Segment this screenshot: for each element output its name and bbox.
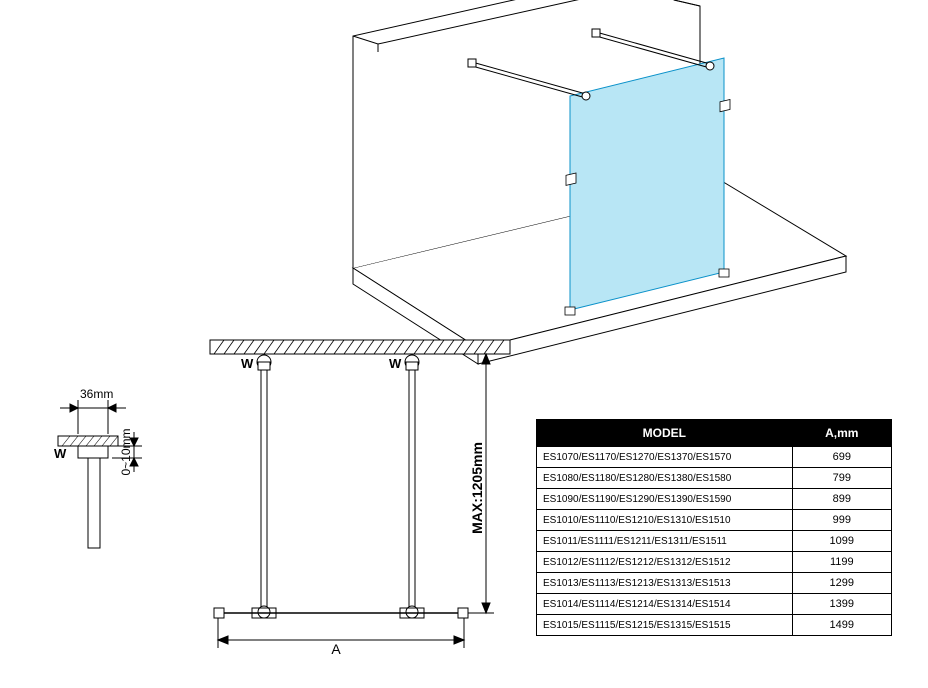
cell-model: ES1011/ES1111/ES1211/ES1311/ES1511 bbox=[537, 531, 793, 552]
ceiling-mount-left: W bbox=[241, 355, 271, 371]
cell-a: 1299 bbox=[792, 573, 891, 594]
w-label-right: W bbox=[389, 356, 402, 371]
detail-w-label: W bbox=[54, 446, 67, 461]
w-label-left: W bbox=[241, 356, 254, 371]
floor-bracket-left-elev bbox=[214, 608, 224, 618]
dim-max: MAX:1205mm bbox=[468, 354, 494, 613]
cell-model: ES1080/ES1180/ES1280/ES1380/ES1580 bbox=[537, 468, 793, 489]
cell-a: 1399 bbox=[792, 594, 891, 615]
cell-a: 799 bbox=[792, 468, 891, 489]
cell-model: ES1013/ES1113/ES1213/ES1313/ES1513 bbox=[537, 573, 793, 594]
cell-model: ES1014/ES1114/ES1214/ES1314/ES1514 bbox=[537, 594, 793, 615]
cell-a: 1199 bbox=[792, 552, 891, 573]
cell-model: ES1090/ES1190/ES1290/ES1390/ES1590 bbox=[537, 489, 793, 510]
th-model: MODEL bbox=[537, 420, 793, 447]
support-bar-right-elev bbox=[400, 370, 424, 618]
glass-panel bbox=[570, 58, 724, 310]
table-row: ES1090/ES1190/ES1290/ES1390/ES1590899 bbox=[537, 489, 892, 510]
cell-a: 899 bbox=[792, 489, 891, 510]
table-row: ES1080/ES1180/ES1280/ES1380/ES1580799 bbox=[537, 468, 892, 489]
cell-a: 1499 bbox=[792, 615, 891, 636]
ceiling-mount-right: W bbox=[389, 355, 419, 371]
cell-a: 999 bbox=[792, 510, 891, 531]
table-row: ES1011/ES1111/ES1211/ES1311/ES15111099 bbox=[537, 531, 892, 552]
cell-a: 699 bbox=[792, 447, 891, 468]
table-row: ES1070/ES1170/ES1270/ES1370/ES1570699 bbox=[537, 447, 892, 468]
table-row: ES1015/ES1115/ES1215/ES1315/ES15151499 bbox=[537, 615, 892, 636]
bracket-bottom-left bbox=[566, 173, 576, 185]
dim-010-label: 0~10mm bbox=[119, 428, 133, 475]
model-table: MODEL A,mm ES1070/ES1170/ES1270/ES1370/E… bbox=[536, 419, 892, 636]
table-row: ES1010/ES1110/ES1210/ES1310/ES1510999 bbox=[537, 510, 892, 531]
dim-36-label: 36mm bbox=[80, 387, 113, 401]
elevation-view: W W A MAX:1205mm bbox=[20, 328, 560, 688]
table-row: ES1013/ES1113/ES1213/ES1313/ES15131299 bbox=[537, 573, 892, 594]
floor-bracket-right-elev bbox=[458, 608, 468, 618]
cell-model: ES1070/ES1170/ES1270/ES1370/ES1570 bbox=[537, 447, 793, 468]
bracket-bottom-right bbox=[720, 99, 730, 111]
support-bar-left-elev bbox=[252, 370, 276, 618]
detail-w: W 36mm 0~10mm bbox=[54, 387, 142, 548]
dim-a-label: A bbox=[331, 641, 341, 657]
table-row: ES1014/ES1114/ES1214/ES1314/ES15141399 bbox=[537, 594, 892, 615]
cell-model: ES1010/ES1110/ES1210/ES1310/ES1510 bbox=[537, 510, 793, 531]
dim-a: A bbox=[218, 618, 464, 657]
floor-anchor-right bbox=[719, 269, 729, 277]
cell-model: ES1012/ES1112/ES1212/ES1312/ES1512 bbox=[537, 552, 793, 573]
th-a: A,mm bbox=[792, 420, 891, 447]
dim-max-label: MAX:1205mm bbox=[469, 442, 485, 534]
cell-a: 1099 bbox=[792, 531, 891, 552]
ceiling-hatch bbox=[210, 340, 510, 354]
table-row: ES1012/ES1112/ES1212/ES1312/ES15121199 bbox=[537, 552, 892, 573]
cell-model: ES1015/ES1115/ES1215/ES1315/ES1515 bbox=[537, 615, 793, 636]
floor-anchor-left bbox=[565, 307, 575, 315]
